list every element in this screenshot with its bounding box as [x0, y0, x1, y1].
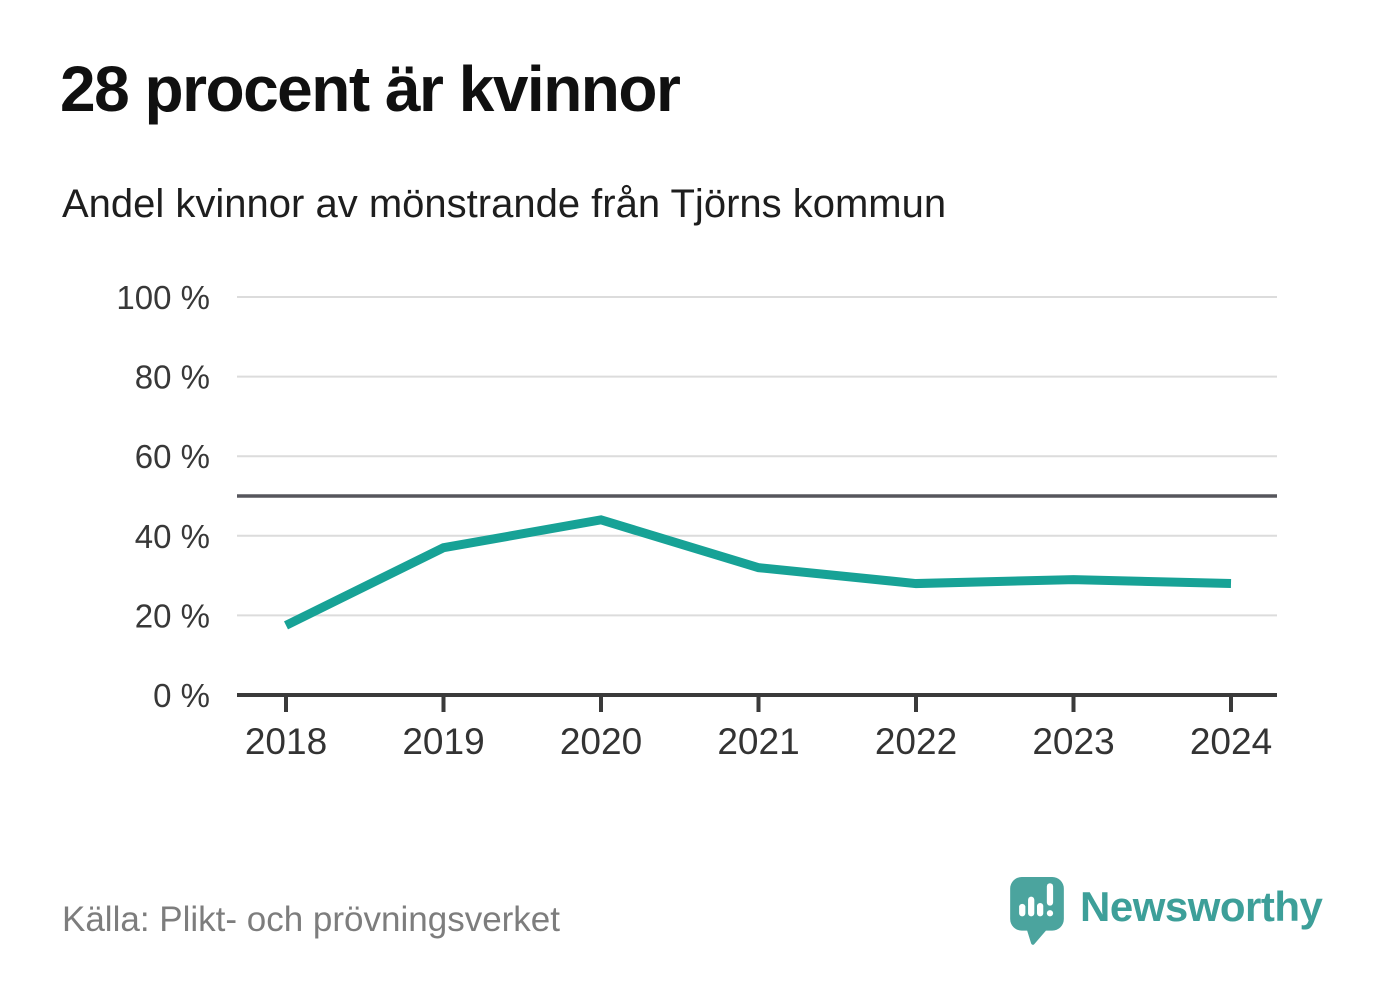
x-axis-tick-label: 2024: [1190, 721, 1272, 762]
logo-bar-3: [1037, 902, 1044, 917]
x-axis-tick-label: 2020: [560, 721, 642, 762]
x-axis-tick-label: 2021: [717, 721, 799, 762]
logo-exclamation-bar: [1046, 883, 1054, 906]
brand-wordmark: Newsworthy: [1080, 883, 1323, 930]
x-axis-tick-label: 2018: [245, 721, 327, 762]
y-axis-tick-label: 20 %: [135, 597, 210, 634]
y-axis-tick-label: 80 %: [135, 359, 210, 396]
x-axis-tick-label: 2019: [402, 721, 484, 762]
newsworthy-logo-icon: [1010, 877, 1064, 945]
y-axis-tick-label: 100 %: [116, 279, 210, 316]
brand-logo: Newsworthy: [1010, 877, 1323, 945]
chart-subtitle: Andel kvinnor av mönstrande från Tjörns …: [62, 182, 947, 226]
source-caption: Källa: Plikt- och prövningsverket: [62, 900, 560, 939]
data-line: [284, 515, 1232, 630]
x-axis-tick-label: 2022: [875, 721, 957, 762]
y-axis-tick-label: 40 %: [135, 518, 210, 555]
logo-exclamation-dot: [1046, 910, 1054, 917]
y-axis-tick-label: 60 %: [135, 438, 210, 475]
logo-bar-2: [1028, 896, 1035, 917]
x-axis-tick-label: 2023: [1032, 721, 1114, 762]
chart-title: 28 procent är kvinnor: [60, 53, 681, 125]
logo-bar-1: [1019, 903, 1026, 917]
y-axis-tick-label: 0 %: [153, 677, 210, 714]
